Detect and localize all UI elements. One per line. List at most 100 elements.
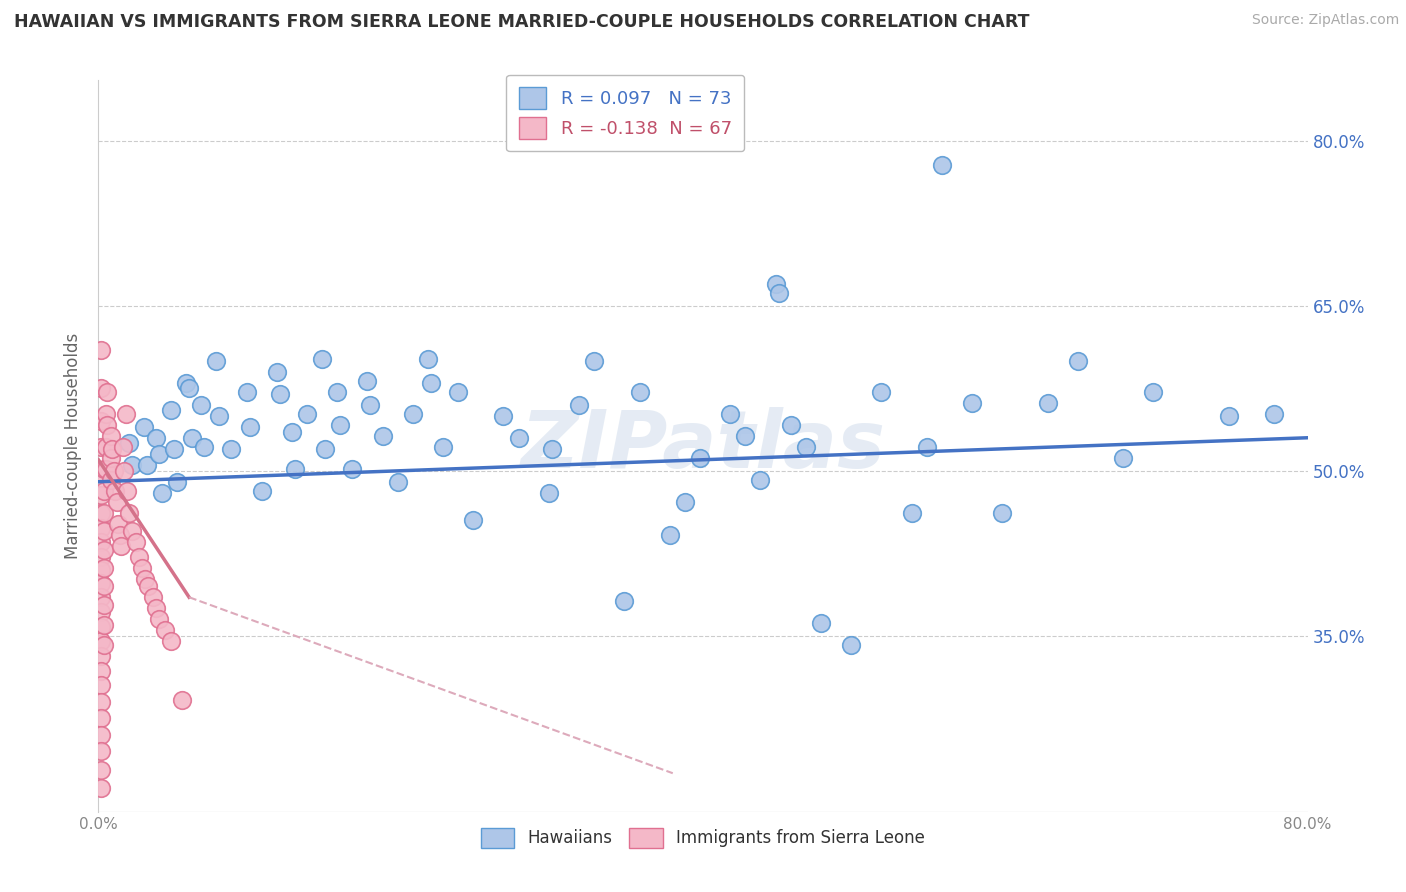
Legend: Hawaiians, Immigrants from Sierra Leone: Hawaiians, Immigrants from Sierra Leone — [474, 821, 932, 855]
Point — [128, 549, 150, 564]
Point — [148, 447, 170, 461]
Point — [768, 285, 790, 300]
Point — [90, 763, 112, 777]
Point — [103, 464, 125, 478]
Point — [179, 381, 201, 395]
Point — [93, 524, 115, 539]
Point — [93, 543, 115, 558]
Point — [1067, 353, 1090, 368]
Point — [658, 527, 681, 541]
Point — [765, 277, 787, 291]
Point — [915, 440, 938, 454]
Point — [90, 711, 112, 725]
Point — [269, 386, 291, 401]
Point — [105, 494, 128, 508]
Point — [90, 664, 112, 678]
Point — [100, 473, 122, 487]
Point — [839, 638, 862, 652]
Point — [94, 440, 117, 454]
Point — [794, 440, 817, 454]
Point — [235, 384, 257, 399]
Point — [111, 440, 134, 454]
Point — [1263, 407, 1285, 421]
Point — [749, 473, 772, 487]
Point — [121, 458, 143, 473]
Point — [311, 351, 333, 366]
Point — [931, 158, 953, 172]
Point — [93, 560, 115, 574]
Point — [295, 407, 318, 421]
Point — [463, 513, 485, 527]
Point — [205, 353, 228, 368]
Y-axis label: Married-couple Households: Married-couple Households — [65, 333, 83, 559]
Point — [90, 466, 112, 480]
Point — [734, 428, 756, 442]
Point — [266, 365, 288, 379]
Point — [900, 506, 922, 520]
Point — [492, 409, 515, 423]
Point — [281, 425, 304, 440]
Point — [118, 436, 141, 450]
Point — [170, 692, 193, 706]
Point — [1218, 409, 1240, 423]
Point — [416, 351, 439, 366]
Point — [356, 374, 378, 388]
Point — [142, 591, 165, 605]
Point — [447, 384, 470, 399]
Point — [94, 461, 117, 475]
Point — [718, 407, 741, 421]
Point — [174, 376, 197, 390]
Point — [508, 431, 530, 445]
Point — [145, 431, 167, 445]
Text: Source: ZipAtlas.com: Source: ZipAtlas.com — [1251, 13, 1399, 28]
Point — [329, 417, 352, 432]
Point — [93, 461, 115, 475]
Point — [115, 483, 138, 498]
Point — [163, 442, 186, 456]
Point — [132, 419, 155, 434]
Point — [166, 475, 188, 489]
Point — [93, 638, 115, 652]
Point — [190, 398, 212, 412]
Point — [181, 431, 204, 445]
Point — [193, 440, 215, 454]
Point — [870, 384, 893, 399]
Point — [779, 417, 801, 432]
Point — [110, 539, 132, 553]
Point — [96, 417, 118, 432]
Point — [90, 381, 112, 395]
Point — [208, 409, 231, 423]
Point — [90, 343, 112, 357]
Point — [239, 419, 262, 434]
Point — [326, 384, 349, 399]
Point — [121, 524, 143, 539]
Point — [114, 407, 136, 421]
Point — [284, 461, 307, 475]
Point — [432, 440, 454, 454]
Point — [673, 494, 696, 508]
Point — [93, 598, 115, 612]
Point — [93, 579, 115, 593]
Point — [90, 634, 112, 648]
Point — [160, 403, 183, 417]
Point — [613, 593, 636, 607]
Point — [131, 560, 153, 574]
Point — [540, 442, 562, 456]
Point — [90, 648, 112, 663]
Point — [90, 549, 112, 564]
Point — [314, 442, 336, 456]
Point — [90, 535, 112, 549]
Point — [93, 483, 115, 498]
Point — [93, 617, 115, 632]
Point — [360, 398, 382, 412]
Point — [250, 483, 273, 498]
Point — [1142, 384, 1164, 399]
Point — [148, 612, 170, 626]
Point — [94, 407, 117, 421]
Point — [101, 442, 124, 456]
Point — [90, 440, 112, 454]
Text: HAWAIIAN VS IMMIGRANTS FROM SIERRA LEONE MARRIED-COUPLE HOUSEHOLDS CORRELATION C: HAWAIIAN VS IMMIGRANTS FROM SIERRA LEONE… — [14, 13, 1029, 31]
Point — [118, 506, 141, 520]
Point — [90, 780, 112, 795]
Point — [112, 464, 135, 478]
